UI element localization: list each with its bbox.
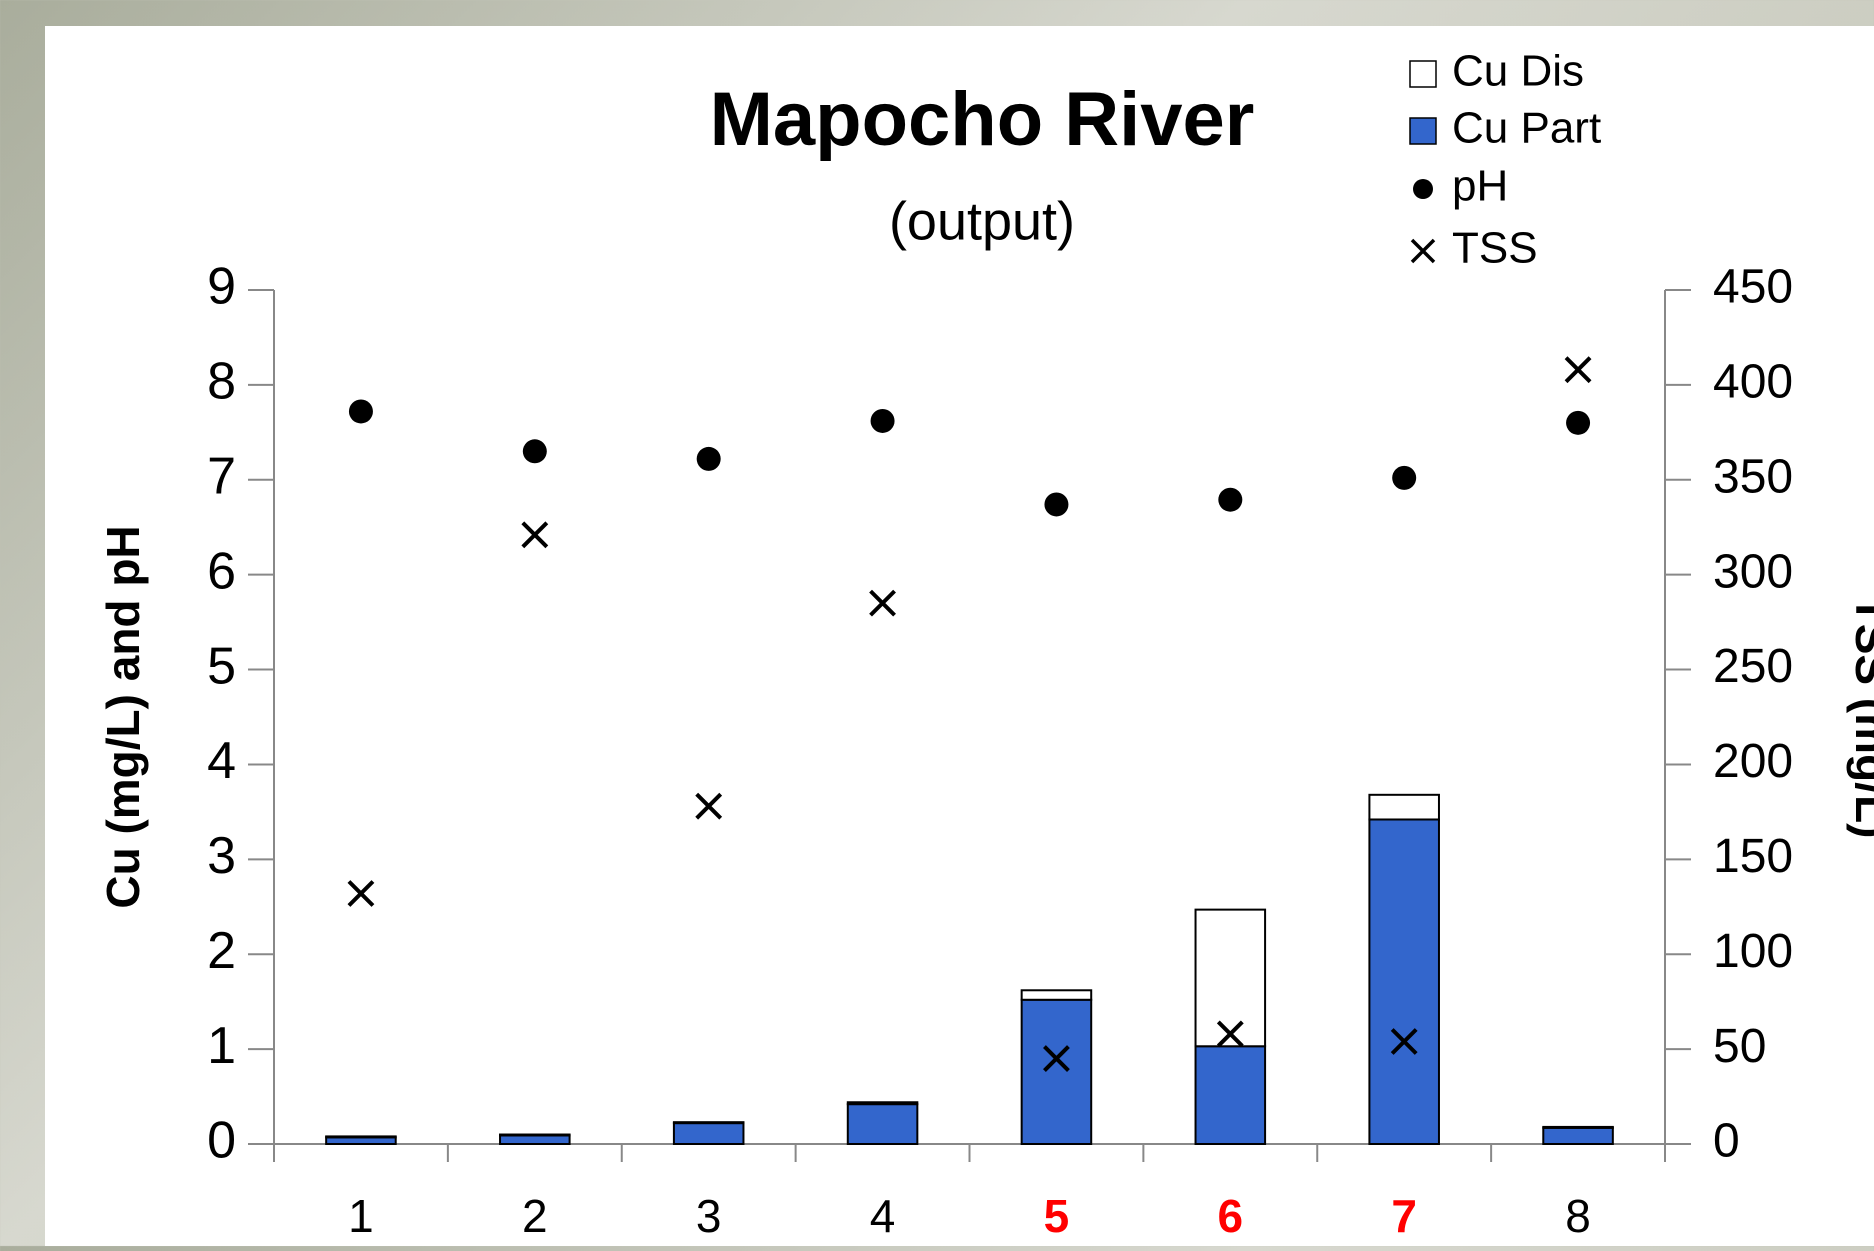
ph-point [1566,410,1591,435]
y-tick-label: 6 [207,542,236,600]
y2-tick-label: 450 [1713,261,1793,314]
tss-point [347,880,375,907]
bar [1542,1125,1614,1129]
chart-title: Mapocho River [710,77,1255,162]
x-tick-label: 7 [1391,1190,1417,1242]
y2-tick-label: 200 [1713,735,1793,788]
legend-swatch [1413,179,1433,199]
tss-point [1390,1028,1418,1055]
y2-tick-label: 0 [1713,1115,1740,1168]
legend-label: pH [1452,162,1508,211]
bar [1020,998,1093,1145]
legend-label: Cu Dis [1452,47,1584,96]
bar [1368,818,1440,1145]
tss-point [1564,356,1592,384]
bar [846,1103,919,1145]
bar [672,1121,745,1125]
y-tick-label: 2 [207,922,236,980]
y-tick-label: 5 [207,637,236,695]
tss-point [521,521,549,549]
y2-tick-label: 400 [1713,356,1793,409]
y2-tick-label: 50 [1713,1020,1766,1073]
y2-tick-label: 300 [1713,545,1793,598]
y2-axis-label: TSS (mg/L) [1846,596,1874,839]
ph-point [1044,492,1069,517]
tss-point [1043,1045,1070,1073]
ph-point [348,399,373,424]
y-tick-label: 1 [207,1017,236,1075]
y2-tick-label: 350 [1713,450,1793,503]
bar [1020,989,1093,1001]
y2-tick-label: 100 [1713,925,1793,978]
legend-swatch [1410,238,1436,264]
y-tick-label: 9 [207,258,236,316]
bar [499,1134,571,1145]
tss-point [869,589,896,617]
bar [1368,793,1440,821]
ph-point [1392,465,1417,490]
x-tick-label: 3 [696,1190,722,1242]
x-tick-label: 6 [1218,1190,1244,1242]
chart-panel [45,26,1874,1246]
x-tick-label: 1 [348,1190,374,1242]
legend-swatch [1409,117,1437,145]
bar [325,1135,397,1139]
x-tick-label: 5 [1044,1190,1070,1242]
bar [1194,1045,1267,1145]
y-tick-label: 8 [207,353,236,411]
chart-subtitle: (output) [889,191,1075,251]
legend-label: Cu Part [1452,104,1601,153]
legend-label: TSS [1452,224,1538,273]
ph-point [522,439,547,464]
y2-tick-label: 150 [1713,830,1793,883]
tss-point [1216,1020,1244,1048]
x-tick-label: 2 [522,1190,548,1242]
y-tick-label: 3 [207,827,236,885]
y2-tick-label: 250 [1713,640,1793,693]
x-tick-label: 4 [870,1190,896,1242]
ph-point [1218,487,1243,512]
ph-point [696,446,721,471]
y-tick-label: 7 [207,448,236,506]
bar [846,1101,919,1106]
y-tick-label: 0 [207,1112,236,1170]
bar [499,1133,571,1137]
ph-point [870,408,895,433]
bar [1542,1126,1614,1146]
x-tick-label: 8 [1565,1190,1591,1242]
legend-swatch [1409,60,1437,88]
y-tick-label: 4 [207,732,236,790]
bar [672,1122,745,1145]
tss-point [695,792,723,820]
bar [1194,908,1267,1048]
y-axis-label: Cu (mg/L) and pH [97,525,149,908]
